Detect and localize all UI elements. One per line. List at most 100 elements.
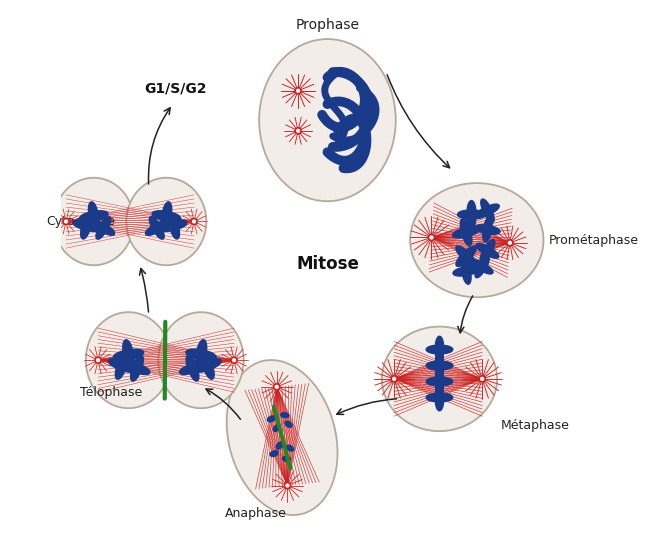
Polygon shape bbox=[186, 349, 210, 360]
Circle shape bbox=[65, 220, 67, 223]
Polygon shape bbox=[456, 246, 473, 262]
Polygon shape bbox=[117, 352, 129, 374]
Polygon shape bbox=[123, 340, 133, 364]
Polygon shape bbox=[483, 203, 494, 223]
Polygon shape bbox=[97, 223, 115, 236]
Polygon shape bbox=[192, 350, 216, 361]
Circle shape bbox=[295, 88, 301, 94]
Polygon shape bbox=[73, 220, 95, 230]
Polygon shape bbox=[92, 220, 110, 233]
Circle shape bbox=[479, 376, 485, 382]
Polygon shape bbox=[196, 340, 207, 364]
Polygon shape bbox=[457, 210, 481, 219]
Polygon shape bbox=[82, 212, 92, 234]
Polygon shape bbox=[169, 217, 180, 239]
Polygon shape bbox=[436, 368, 444, 390]
Polygon shape bbox=[119, 349, 143, 360]
Ellipse shape bbox=[54, 178, 134, 265]
Polygon shape bbox=[285, 421, 292, 427]
Polygon shape bbox=[81, 217, 91, 239]
Polygon shape bbox=[108, 359, 131, 370]
Circle shape bbox=[97, 359, 100, 362]
Polygon shape bbox=[436, 341, 444, 363]
Polygon shape bbox=[195, 345, 206, 370]
Polygon shape bbox=[431, 345, 453, 354]
Text: G1/S/G2: G1/S/G2 bbox=[144, 81, 207, 95]
Polygon shape bbox=[475, 260, 487, 278]
Polygon shape bbox=[462, 263, 471, 284]
Polygon shape bbox=[459, 250, 477, 266]
Polygon shape bbox=[115, 357, 127, 379]
Polygon shape bbox=[96, 221, 108, 239]
Text: Prophase: Prophase bbox=[295, 18, 360, 32]
Polygon shape bbox=[460, 219, 471, 240]
Polygon shape bbox=[270, 451, 278, 457]
Polygon shape bbox=[483, 239, 495, 258]
Polygon shape bbox=[461, 258, 470, 279]
Ellipse shape bbox=[86, 312, 171, 408]
Polygon shape bbox=[431, 377, 453, 386]
Polygon shape bbox=[461, 224, 472, 246]
Polygon shape bbox=[165, 220, 187, 230]
Polygon shape bbox=[456, 250, 473, 266]
Circle shape bbox=[192, 220, 196, 223]
Polygon shape bbox=[132, 355, 143, 376]
Polygon shape bbox=[180, 363, 200, 375]
Polygon shape bbox=[124, 345, 134, 370]
Polygon shape bbox=[476, 244, 494, 256]
Circle shape bbox=[297, 89, 299, 92]
Circle shape bbox=[63, 218, 69, 225]
Polygon shape bbox=[453, 267, 475, 276]
Polygon shape bbox=[281, 412, 289, 418]
Circle shape bbox=[428, 234, 435, 241]
Polygon shape bbox=[436, 389, 444, 411]
Polygon shape bbox=[152, 211, 175, 220]
Polygon shape bbox=[188, 360, 199, 381]
Circle shape bbox=[430, 236, 433, 239]
Ellipse shape bbox=[159, 312, 244, 408]
Ellipse shape bbox=[410, 183, 543, 297]
Polygon shape bbox=[481, 199, 492, 218]
Polygon shape bbox=[463, 210, 485, 219]
Polygon shape bbox=[79, 212, 102, 222]
Ellipse shape bbox=[227, 360, 338, 515]
Polygon shape bbox=[453, 227, 475, 238]
Circle shape bbox=[231, 357, 237, 363]
Text: Mitose: Mitose bbox=[296, 255, 359, 273]
Polygon shape bbox=[124, 362, 145, 373]
Polygon shape bbox=[431, 361, 453, 370]
Ellipse shape bbox=[126, 178, 206, 265]
Polygon shape bbox=[89, 207, 99, 231]
Polygon shape bbox=[436, 352, 444, 374]
Polygon shape bbox=[467, 201, 476, 223]
Polygon shape bbox=[471, 260, 489, 272]
Polygon shape bbox=[476, 206, 495, 218]
Circle shape bbox=[508, 241, 512, 244]
Polygon shape bbox=[483, 222, 491, 242]
Polygon shape bbox=[114, 361, 136, 372]
Text: Anaphase: Anaphase bbox=[225, 507, 286, 520]
Polygon shape bbox=[85, 211, 108, 220]
Polygon shape bbox=[426, 393, 447, 402]
Polygon shape bbox=[162, 202, 172, 225]
Circle shape bbox=[297, 129, 299, 132]
Polygon shape bbox=[286, 445, 293, 451]
Text: Télophase: Télophase bbox=[81, 386, 143, 399]
Polygon shape bbox=[477, 256, 489, 274]
Polygon shape bbox=[436, 384, 444, 406]
Polygon shape bbox=[484, 217, 492, 237]
Polygon shape bbox=[145, 223, 164, 236]
Circle shape bbox=[391, 376, 397, 382]
Polygon shape bbox=[475, 262, 493, 274]
Polygon shape bbox=[426, 345, 447, 354]
Polygon shape bbox=[480, 244, 492, 262]
Circle shape bbox=[481, 377, 484, 381]
Polygon shape bbox=[480, 226, 500, 234]
Polygon shape bbox=[113, 350, 138, 361]
Polygon shape bbox=[157, 212, 180, 222]
Polygon shape bbox=[459, 246, 477, 262]
Circle shape bbox=[95, 357, 101, 363]
Ellipse shape bbox=[382, 327, 497, 431]
Polygon shape bbox=[149, 220, 168, 233]
Polygon shape bbox=[436, 373, 444, 395]
